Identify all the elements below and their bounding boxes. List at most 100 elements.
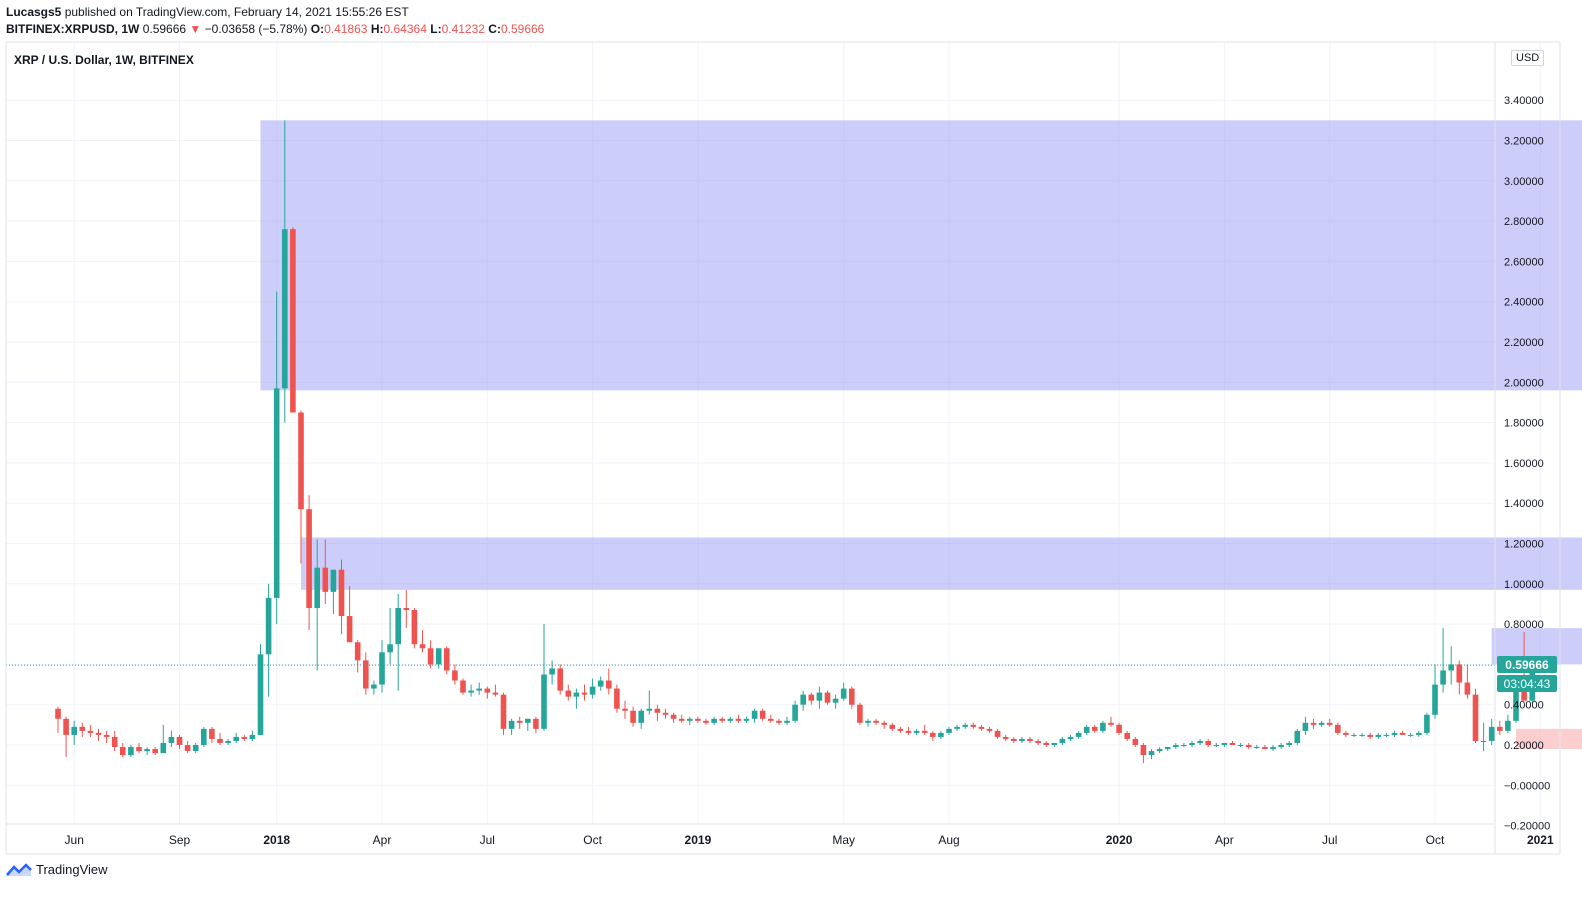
candle xyxy=(314,539,320,671)
candle-body xyxy=(1092,726,1098,731)
candle xyxy=(508,718,515,735)
candle xyxy=(1100,720,1106,733)
candle-body xyxy=(800,694,806,705)
candle xyxy=(1132,736,1139,748)
candle xyxy=(768,714,774,723)
candle xyxy=(516,716,523,729)
candle xyxy=(1399,730,1406,735)
candle xyxy=(525,718,531,731)
candle-body xyxy=(1027,738,1033,741)
candle-body xyxy=(913,730,920,733)
publisher-name[interactable]: Lucasgs5 xyxy=(6,5,62,19)
candle-body xyxy=(500,694,507,729)
candle-body xyxy=(1205,740,1211,745)
candle-body xyxy=(1310,722,1317,725)
candle xyxy=(994,728,1001,739)
candle-body xyxy=(638,710,644,723)
candle xyxy=(565,684,572,701)
candle-body xyxy=(525,718,531,723)
candle-body xyxy=(1254,747,1260,749)
candle-body xyxy=(273,388,280,598)
low-value: 0.41232 xyxy=(441,22,485,36)
candle-body xyxy=(111,736,118,748)
candle xyxy=(695,716,701,723)
low-label: L: xyxy=(430,22,442,36)
candle xyxy=(1302,716,1309,735)
candle-body xyxy=(759,710,766,719)
candle xyxy=(1359,732,1365,737)
candle-body xyxy=(1237,745,1244,746)
y-tick-label: 1.60000 xyxy=(1504,458,1544,470)
candles xyxy=(55,120,1535,764)
candle-body xyxy=(727,718,734,721)
candle-body xyxy=(1375,734,1382,737)
candle-body xyxy=(1488,726,1495,741)
candle-body xyxy=(1083,726,1090,733)
candle-body xyxy=(395,607,401,645)
candle-body xyxy=(435,648,442,665)
y-tick-label: 2.80000 xyxy=(1504,216,1544,228)
countdown-label-bg xyxy=(1497,675,1557,692)
candle xyxy=(808,692,815,705)
candle-body xyxy=(897,728,904,731)
candle xyxy=(678,714,685,723)
candle xyxy=(1140,742,1147,764)
candle xyxy=(541,624,547,731)
candle xyxy=(273,291,280,625)
candle-body xyxy=(719,718,725,721)
candle xyxy=(1464,664,1471,699)
candle-body xyxy=(1351,734,1357,736)
candle-body xyxy=(962,724,968,727)
candle xyxy=(1148,749,1155,760)
candle xyxy=(120,742,126,758)
candle-body xyxy=(589,686,596,695)
candle xyxy=(638,708,644,729)
candle-body xyxy=(1318,722,1325,725)
candle xyxy=(1497,720,1503,735)
currency-button[interactable]: USD xyxy=(1511,50,1545,66)
candle-body xyxy=(363,660,369,689)
candle xyxy=(573,688,580,709)
footer: TradingView xyxy=(6,862,108,877)
candle xyxy=(1213,742,1220,748)
candle-body xyxy=(768,718,774,721)
candle-body xyxy=(1383,734,1390,736)
candle-body xyxy=(1189,742,1195,745)
candle-body xyxy=(646,708,653,711)
candle xyxy=(427,640,434,669)
candle xyxy=(403,589,410,629)
candle xyxy=(160,724,167,754)
candle xyxy=(1173,742,1179,750)
candle xyxy=(897,726,904,733)
candle xyxy=(614,684,620,713)
candle xyxy=(606,668,612,695)
candle-body xyxy=(354,642,361,661)
candle xyxy=(751,708,758,723)
candle xyxy=(1237,742,1244,748)
candle xyxy=(444,646,450,675)
candle xyxy=(646,690,653,715)
candle xyxy=(298,410,304,564)
candle xyxy=(1440,628,1446,693)
price-label: 0.59666 xyxy=(1505,658,1549,672)
candle-body xyxy=(549,668,555,675)
candle-body xyxy=(824,692,831,703)
candle xyxy=(840,682,847,701)
candle xyxy=(589,678,596,699)
candle xyxy=(962,722,968,729)
candle-body xyxy=(1302,722,1309,731)
footer-brand[interactable]: TradingView xyxy=(36,862,108,877)
candle-body xyxy=(565,690,572,697)
candle-body xyxy=(387,644,393,653)
candle-body xyxy=(832,698,839,703)
candle-body xyxy=(1359,734,1365,736)
candle-body xyxy=(1326,722,1333,725)
candle-body xyxy=(1335,724,1341,733)
candle-body xyxy=(857,704,863,723)
candle xyxy=(184,740,191,754)
candle xyxy=(1035,738,1041,745)
ohlc-header: BITFINEX:XRPUSD, 1W 0.59666 ▼ −0.03658 (… xyxy=(6,22,544,36)
candle-body xyxy=(735,718,742,721)
price-label-bg xyxy=(1497,656,1557,673)
